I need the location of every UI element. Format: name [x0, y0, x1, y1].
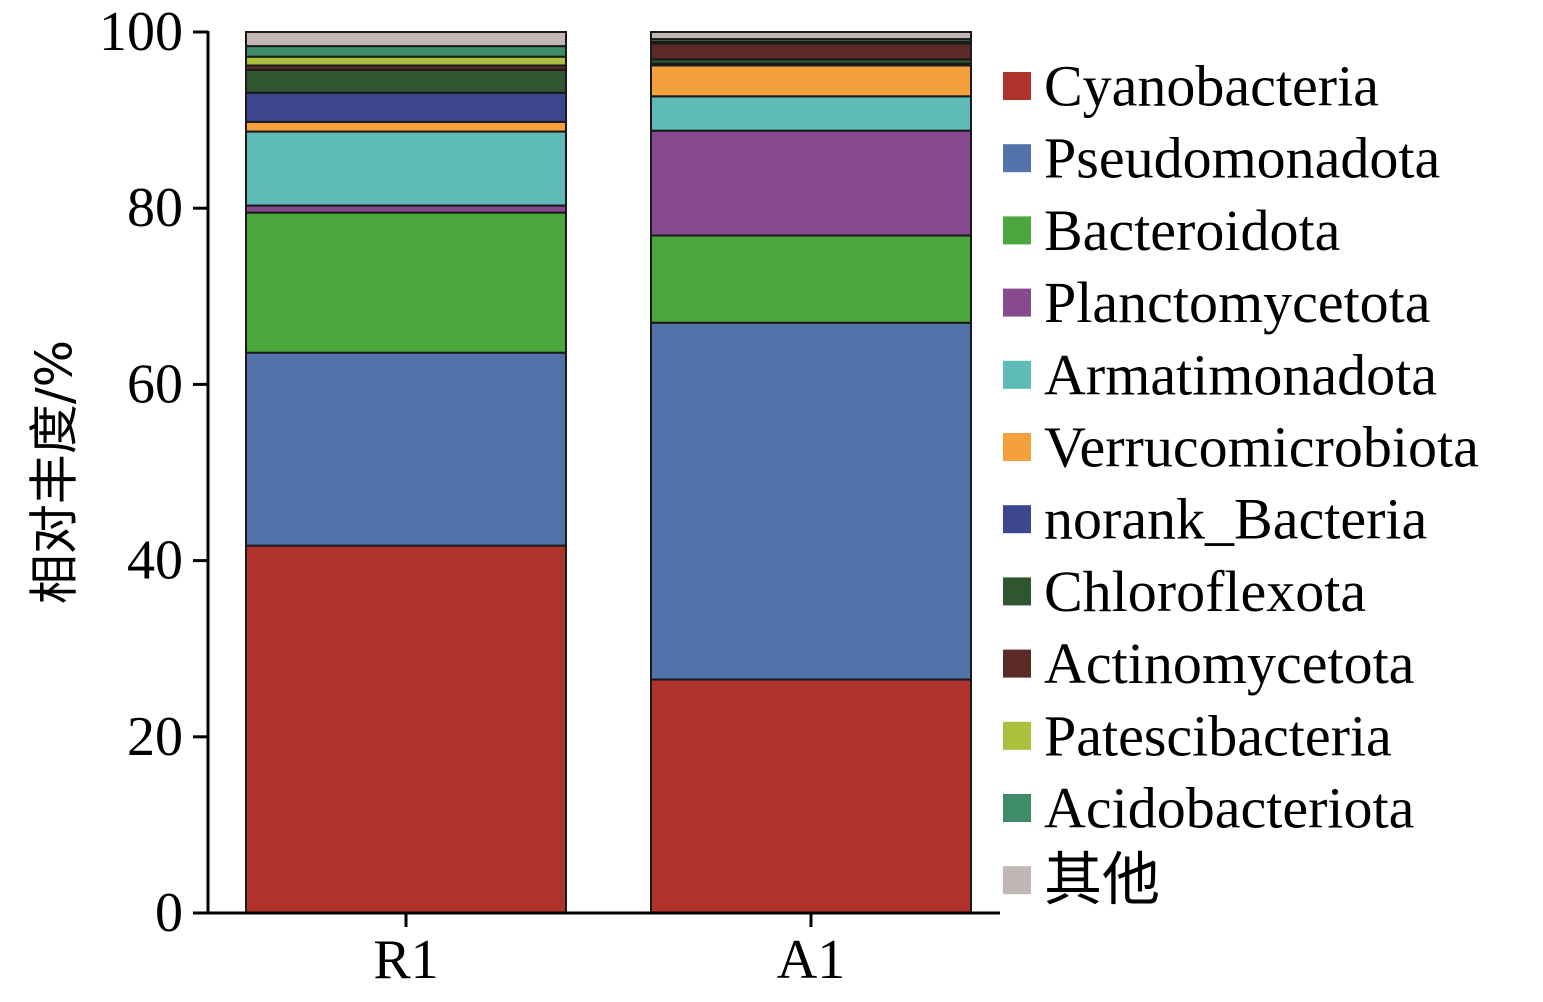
x-axis-categories: R1 A1 [373, 913, 845, 991]
bar-segment-r1-10 [245, 45, 567, 58]
legend-swatch-2 [1003, 216, 1031, 245]
bar-segment-a1-0 [650, 678, 972, 914]
bar-segment-r1-6 [245, 91, 567, 123]
legend-swatch-11 [1003, 866, 1031, 895]
y-tick-label-40: 40 [127, 530, 183, 592]
x-tick-label-a1: A1 [777, 929, 845, 991]
legend-label-3: Planctomycetota [1044, 270, 1431, 335]
bar-segment-a1-1 [650, 321, 972, 681]
bar-segment-r1-5 [245, 120, 567, 133]
axes [206, 31, 1000, 915]
bar-segment-a1-2 [650, 234, 972, 324]
legend-label-5: Verrucomicrobiota [1044, 415, 1479, 480]
bar-segment-a1-5 [650, 64, 972, 98]
legend-label-4: Armatimonadota [1044, 342, 1437, 407]
legend-label-0: Cyanobacteria [1044, 54, 1379, 119]
bar-segment-a1-11 [650, 31, 972, 41]
y-tick-label-0: 0 [155, 882, 183, 944]
y-axis-ticks: 0 20 40 60 80 100 [99, 1, 208, 944]
bars [245, 31, 972, 914]
bar-segment-r1-0 [245, 544, 567, 914]
legend-swatch-7 [1003, 577, 1031, 606]
bar-segment-a1-4 [650, 95, 972, 132]
bar-segment-a1-3 [650, 129, 972, 237]
legend-label-11: 其他 [1044, 848, 1160, 913]
bar-segment-r1-1 [245, 351, 567, 547]
y-tick-label-80: 80 [127, 177, 183, 239]
bar-segment-r1-2 [245, 211, 567, 354]
bar-segment-r1-9 [245, 55, 567, 67]
y-axis-label: 相对丰度/% [26, 340, 84, 604]
legend-swatch-1 [1003, 144, 1031, 173]
bar-segment-r1-7 [245, 68, 567, 94]
legend-swatch-3 [1003, 288, 1031, 317]
legend-swatch-5 [1003, 433, 1031, 461]
y-tick-label-20: 20 [127, 706, 183, 768]
y-tick-label-60: 60 [127, 353, 183, 415]
legend-label-1: Pseudomonadota [1044, 126, 1440, 191]
legend-label-8: Actinomycetota [1044, 631, 1414, 696]
legend-label-9: Patescibacteria [1044, 703, 1392, 768]
legend-label-2: Bacteroidota [1044, 198, 1340, 263]
bar-segment-a1-8 [650, 42, 972, 61]
legend-swatch-0 [1003, 72, 1031, 100]
legend-swatch-8 [1003, 649, 1031, 678]
legend-label-6: norank_Bacteria [1044, 487, 1427, 552]
bar-segment-r1-11 [245, 31, 567, 48]
bar-segment-r1-4 [245, 130, 567, 207]
legend-swatch-6 [1003, 505, 1031, 534]
bar-segment-r1-3 [245, 204, 567, 214]
legend-swatch-10 [1003, 794, 1031, 822]
legend-swatch-9 [1003, 721, 1031, 750]
x-tick-label-r1: R1 [373, 929, 438, 991]
legend-label-7: Chloroflexota [1044, 559, 1366, 624]
y-tick-label-100: 100 [99, 1, 183, 63]
legend-swatch-4 [1003, 360, 1031, 389]
legend-label-10: Acidobacteriota [1044, 776, 1414, 841]
legend: Cyanobacteria Pseudomonadota Bacteroidota P… [1003, 54, 1479, 913]
